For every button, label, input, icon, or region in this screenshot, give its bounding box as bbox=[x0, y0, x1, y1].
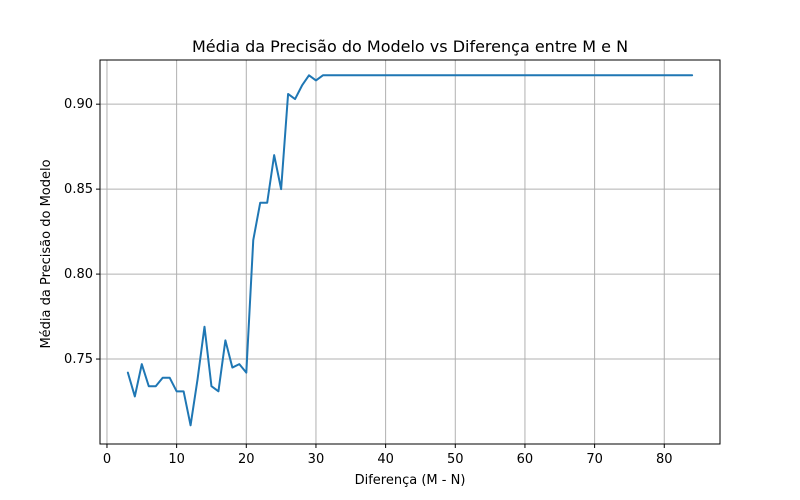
y-tick-label: 0.75 bbox=[64, 352, 93, 367]
chart-title: Média da Precisão do Modelo vs Diferença… bbox=[192, 37, 628, 56]
x-tick-label: 0 bbox=[103, 452, 111, 467]
x-tick-label: 50 bbox=[447, 452, 464, 467]
x-tick-label: 40 bbox=[377, 452, 394, 467]
y-axis-ticks: 0.75 0.80 0.85 0.90 bbox=[64, 97, 100, 367]
y-tick-label: 0.85 bbox=[64, 182, 93, 197]
y-tick-label: 0.80 bbox=[64, 267, 93, 282]
x-tick-label: 10 bbox=[168, 452, 185, 467]
x-tick-label: 70 bbox=[586, 452, 603, 467]
series-group bbox=[126, 74, 694, 427]
grid-lines bbox=[100, 60, 720, 444]
plot-frame bbox=[99, 59, 721, 445]
x-tick-label: 60 bbox=[517, 452, 534, 467]
x-axis-ticks: 0 10 20 30 40 50 60 70 80 bbox=[103, 444, 673, 467]
series-line bbox=[126, 74, 694, 427]
x-tick-label: 20 bbox=[238, 452, 255, 467]
x-tick-label: 30 bbox=[308, 452, 325, 467]
x-tick-label: 80 bbox=[656, 452, 673, 467]
y-axis-label: Média da Precisão do Modelo bbox=[39, 159, 54, 348]
x-axis-label: Diferença (M - N) bbox=[355, 473, 466, 488]
y-tick-label: 0.90 bbox=[64, 97, 93, 112]
